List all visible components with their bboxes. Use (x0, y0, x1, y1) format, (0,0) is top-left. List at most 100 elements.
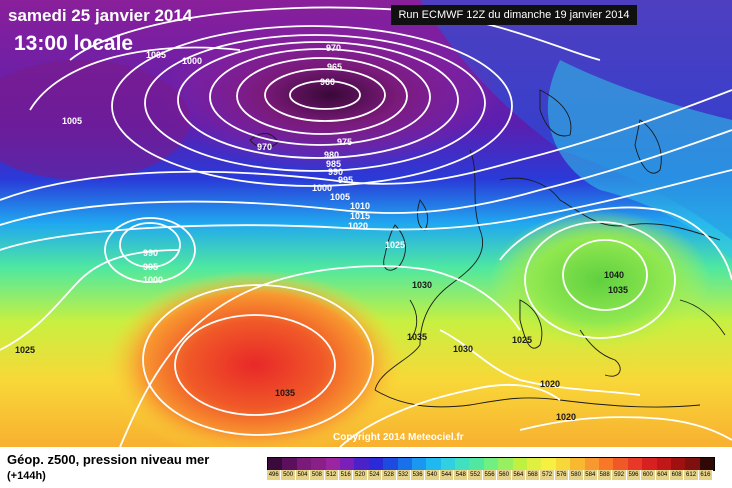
scale-value-label: 580 (569, 470, 584, 480)
copyright-notice: Copyright 2014 Meteociel.fr (333, 432, 464, 443)
scale-value-label: 528 (382, 470, 397, 480)
isobar-label: 1000 (182, 56, 202, 66)
isobar-label: 1020 (556, 412, 576, 422)
map-canvas: 970 965 960 975 980 985 990 995 1000 100… (0, 0, 732, 447)
scale-swatch (455, 458, 470, 470)
scale-value-label: 536 (410, 470, 426, 480)
scale-swatch (397, 458, 412, 470)
scale-swatch (670, 458, 686, 470)
isobar-label: 1025 (385, 240, 405, 250)
scale-swatch (383, 458, 398, 470)
scale-swatch (598, 458, 614, 470)
scale-swatch (411, 458, 427, 470)
scale-swatch (699, 458, 715, 470)
scale-swatch (483, 458, 499, 470)
scale-swatch (339, 458, 355, 470)
isobar-label: 1025 (15, 345, 35, 355)
scale-value-label: 520 (353, 470, 368, 480)
scale-swatch (426, 458, 441, 470)
scale-swatch (440, 458, 456, 470)
scale-value-label: 616 (698, 470, 714, 480)
forecast-time: 13:00 locale (14, 32, 134, 55)
scale-value-label: 564 (511, 470, 527, 480)
scale-swatch (498, 458, 513, 470)
isobar-label: 990 (328, 167, 343, 177)
scale-value-label: 496 (267, 470, 282, 480)
scale-value-label: 612 (684, 470, 699, 480)
scale-swatch (268, 458, 283, 470)
isobar-contour-icon (0, 6, 732, 447)
scale-swatch (512, 458, 528, 470)
scale-value-label: 568 (526, 470, 541, 480)
scale-value-label: 560 (497, 470, 512, 480)
isobar-label: 975 (337, 137, 352, 147)
scale-swatch (685, 458, 700, 470)
color-scale (267, 457, 715, 471)
isobar-label: 1005 (146, 50, 166, 60)
scale-swatch (642, 458, 657, 470)
isobar-label: 1020 (348, 221, 368, 231)
isobar-label: 1035 (608, 285, 628, 295)
scale-value-label: 576 (554, 470, 570, 480)
isobar-label: 1030 (453, 344, 473, 354)
isobar-label: 995 (338, 175, 353, 185)
isobar-label: 1030 (412, 280, 432, 290)
scale-swatch (368, 458, 384, 470)
isobar-label: 990 (143, 248, 158, 258)
isobar-label: 965 (327, 62, 342, 72)
scale-swatch (527, 458, 542, 470)
scale-value-label: 600 (641, 470, 656, 480)
scale-value-label: 544 (439, 470, 455, 480)
scale-swatch (570, 458, 585, 470)
isobar-label: 960 (320, 77, 335, 87)
scale-value-label: 552 (468, 470, 483, 480)
isobar-label: 985 (326, 159, 341, 169)
scale-value-label: 512 (324, 470, 339, 480)
color-scale-labels: 496 500 504 508 512 516 520 524 528 532 536 540 544 5… (267, 470, 714, 480)
isobar-label: 1000 (312, 183, 332, 193)
scale-value-label: 524 (367, 470, 383, 480)
scale-value-label: 604 (655, 470, 670, 480)
isobar-label: 970 (257, 142, 272, 152)
scale-value-label: 548 (454, 470, 469, 480)
scale-swatch (656, 458, 671, 470)
isobar-label: 1035 (275, 388, 295, 398)
model-run-label: Run ECMWF 12Z du dimanche 19 janvier 201… (391, 5, 637, 25)
scale-swatch (354, 458, 369, 470)
scale-swatch (584, 458, 599, 470)
legend-footer: Géop. z500, pression niveau mer (+144h) … (0, 447, 732, 488)
high-pressure-core (105, 270, 405, 447)
isobar-label: 1005 (330, 192, 350, 202)
scale-value-label: 592 (612, 470, 627, 480)
scale-swatch (282, 458, 297, 470)
isobar-label: 1040 (604, 270, 624, 280)
scale-swatch (541, 458, 556, 470)
isobar-label: 980 (324, 150, 339, 160)
scale-value-label: 516 (338, 470, 354, 480)
scale-value-label: 584 (583, 470, 598, 480)
scale-value-label: 556 (482, 470, 498, 480)
scale-value-label: 596 (626, 470, 642, 480)
isobar-label: 1020 (540, 379, 560, 389)
scale-swatch (469, 458, 484, 470)
scale-swatch (555, 458, 571, 470)
scale-value-label: 532 (396, 470, 411, 480)
scale-value-label: 608 (669, 470, 685, 480)
isobar-label: 1005 (62, 116, 82, 126)
isobar-label: 1000 (143, 275, 163, 285)
isobar-label: 1025 (512, 335, 532, 345)
legend-subtitle: (+144h) (7, 470, 46, 482)
isobar-label: 1010 (350, 201, 370, 211)
scale-value-label: 540 (425, 470, 440, 480)
isobar-label: 1035 (407, 332, 427, 342)
isobar-label: 970 (326, 43, 341, 53)
scale-swatch (311, 458, 326, 470)
scale-value-label: 588 (597, 470, 613, 480)
scale-value-label: 572 (540, 470, 555, 480)
east-ridge (490, 210, 710, 350)
scale-swatch (613, 458, 628, 470)
weather-map: 970 965 960 975 980 985 990 995 1000 100… (0, 0, 732, 447)
legend-title: Géop. z500, pression niveau mer (7, 452, 210, 467)
scale-value-label: 504 (295, 470, 311, 480)
scale-swatch (325, 458, 340, 470)
